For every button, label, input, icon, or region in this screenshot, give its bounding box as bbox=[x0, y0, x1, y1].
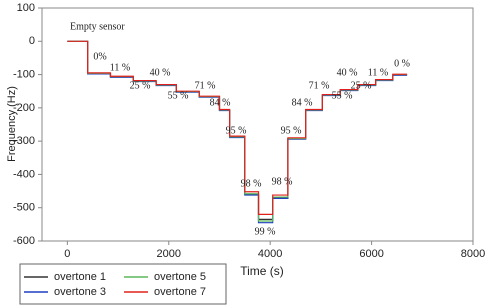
y-tick-label: 100 bbox=[17, 2, 35, 14]
y-tick-label: -600 bbox=[13, 235, 35, 247]
annotation: 99 % bbox=[255, 226, 276, 237]
annotation: 40 % bbox=[337, 67, 358, 78]
annotation: 11 % bbox=[110, 62, 130, 73]
legend-label: overtone 3 bbox=[54, 286, 106, 298]
x-tick-label: 0 bbox=[64, 248, 70, 260]
annotation: 95 % bbox=[281, 125, 302, 136]
plot-frame bbox=[41, 7, 474, 242]
annotation: 25 % bbox=[130, 80, 151, 91]
annotation: 0% bbox=[93, 51, 106, 62]
y-axis-label: Frequency (Hz) bbox=[6, 86, 18, 162]
y-tick-label: -500 bbox=[13, 202, 35, 214]
annotation: 40 % bbox=[150, 67, 171, 78]
x-tick-label: 8000 bbox=[461, 248, 485, 260]
x-tick-label: 2000 bbox=[157, 248, 181, 260]
annotation: 55 % bbox=[168, 90, 189, 101]
x-axis-label: Time (s) bbox=[240, 264, 284, 278]
annotation: 55 % bbox=[332, 90, 353, 101]
annotation: 84 % bbox=[210, 97, 231, 108]
legend-box bbox=[19, 263, 227, 305]
annotation: 95 % bbox=[226, 125, 247, 136]
annotation: 25 % bbox=[351, 80, 372, 91]
annotation: Empty sensor bbox=[70, 21, 125, 32]
annotation: 71 % bbox=[195, 80, 216, 91]
annotation: 71 % bbox=[309, 80, 330, 91]
y-tick-label: 0 bbox=[29, 35, 35, 47]
x-tick-label: 4000 bbox=[258, 248, 282, 260]
y-tick-label: -100 bbox=[13, 68, 35, 80]
annotation: 0 % bbox=[394, 58, 410, 69]
y-tick-label: -200 bbox=[13, 102, 35, 114]
annotation: 98 % bbox=[241, 178, 262, 189]
legend-label: overtone 7 bbox=[154, 286, 206, 298]
annotation: 11 % bbox=[368, 67, 388, 78]
legend-label: overtone 5 bbox=[154, 271, 206, 283]
y-tick-label: -400 bbox=[13, 168, 35, 180]
y-tick-label: -300 bbox=[13, 135, 35, 147]
annotation: 98 % bbox=[272, 176, 293, 187]
x-tick-label: 6000 bbox=[359, 248, 383, 260]
series-line bbox=[67, 40, 408, 215]
annotation: 84 % bbox=[292, 97, 313, 108]
legend-label: overtone 1 bbox=[54, 271, 106, 283]
series-line bbox=[67, 40, 408, 224]
